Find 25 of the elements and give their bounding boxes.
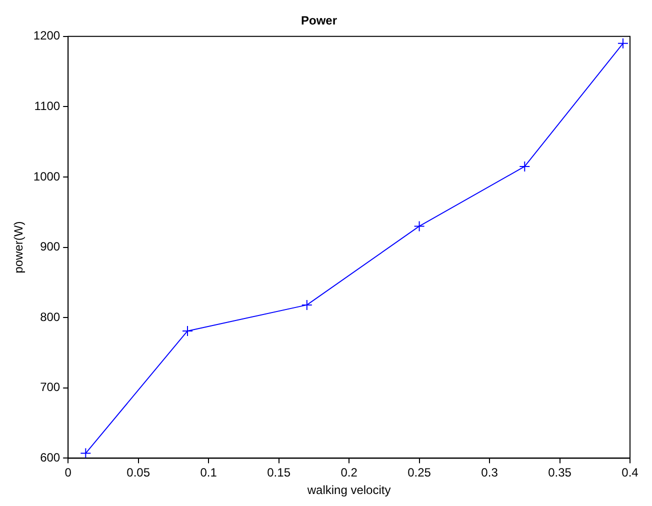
y-tick-label: 1100 (34, 99, 60, 114)
point (519, 160, 530, 172)
x-tick-label: 0.25 (408, 466, 432, 480)
x-axis-title: walking velocity (306, 483, 391, 498)
x-tick-label: 0.15 (267, 466, 291, 480)
x-tick-label: 0.05 (126, 466, 150, 480)
x-tick-label: 0.2 (340, 466, 358, 480)
x-tick-label: 0.4 (622, 466, 639, 480)
y-tick-label: 700 (40, 380, 60, 394)
y-axis-title: power(W) (12, 221, 26, 274)
x-tick-label: 0.1 (200, 466, 218, 480)
y-tick-label: 1200 (33, 28, 60, 43)
point (414, 220, 425, 232)
y-tick-label: 1000 (33, 169, 60, 184)
x-tick-label: 0 (64, 466, 72, 480)
y-tick-label: 600 (40, 450, 60, 465)
y-tick-label: 900 (40, 240, 60, 254)
point (80, 448, 92, 458)
x-tick-label: 0.35 (548, 466, 572, 480)
chart-title: Power (300, 14, 338, 28)
point (182, 325, 193, 336)
point (617, 38, 628, 49)
y-tick-label: 800 (40, 310, 60, 324)
point (301, 299, 312, 310)
x-tick-label: 0.3 (481, 466, 498, 480)
